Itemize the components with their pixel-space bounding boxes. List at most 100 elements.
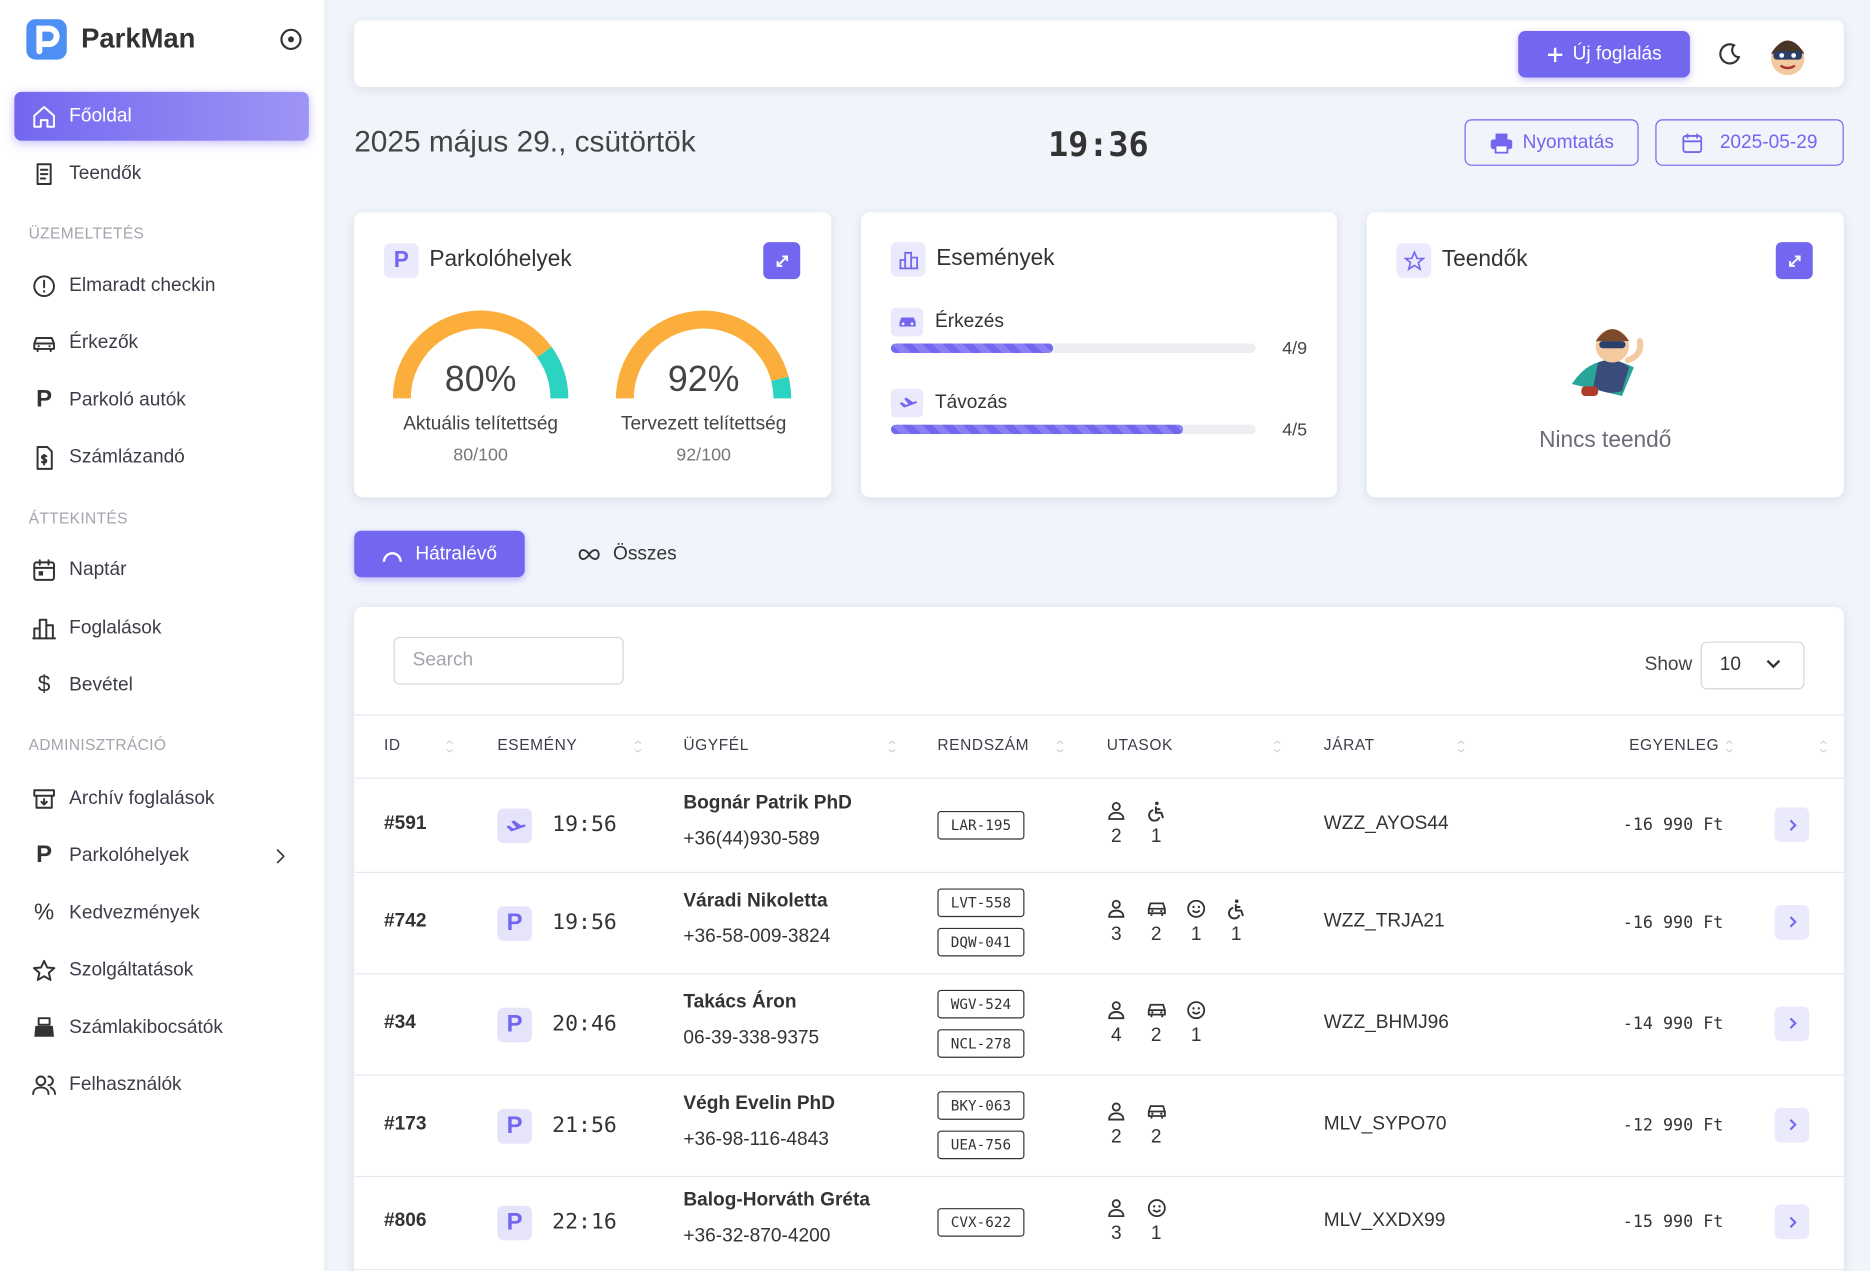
progress-ratio: 4/5: [1282, 419, 1308, 441]
print-button[interactable]: Nyomtatás: [1464, 119, 1639, 166]
booking-id: #591: [384, 813, 427, 834]
icon-part: [1187, 899, 1206, 918]
nav-item[interactable]: % Kedvezmények: [14, 888, 309, 937]
icon-part: [446, 749, 453, 753]
icon-part: [1773, 51, 1803, 60]
row-details-button[interactable]: [1774, 1204, 1810, 1240]
nav-item[interactable]: Számlázandó: [14, 433, 309, 482]
nav-item[interactable]: Naptár: [14, 545, 309, 594]
icon-part: [33, 558, 55, 569]
icon-part: [33, 105, 55, 128]
card-icon: P: [384, 243, 419, 278]
chevron-right: [1789, 1119, 1797, 1131]
expand-button[interactable]: [763, 242, 801, 280]
nav-icon-glyph: P: [36, 841, 53, 869]
flight: WZZ_BHMJ96: [1323, 1011, 1449, 1033]
nav-item[interactable]: Számlakibocsátók: [14, 1003, 309, 1052]
flight: MLV_XXDX99: [1323, 1210, 1446, 1231]
expand-button[interactable]: [1775, 242, 1813, 280]
events-card: Események Érkezés 4/9 Távozás 4/5: [861, 212, 1337, 498]
divider: [354, 714, 1844, 716]
icon-part: [1789, 916, 1797, 928]
icon-part: [33, 336, 55, 352]
chevron-right: [1789, 1216, 1797, 1228]
icon-part: [1789, 1017, 1797, 1029]
search-input[interactable]: Search: [393, 636, 624, 685]
nav-icon-svg: [36, 162, 52, 185]
icon-part: [1791, 53, 1797, 58]
nav-icon-svg: [32, 1074, 57, 1095]
icon-part: [1152, 1205, 1155, 1208]
icon-part: [288, 36, 294, 43]
plate: NCL-278: [937, 1028, 1025, 1058]
icon-part: [35, 1074, 47, 1086]
icon-part: [1147, 1199, 1166, 1218]
new-booking-button[interactable]: Új foglalás: [1518, 31, 1690, 78]
nav-item[interactable]: $ Bevétel: [14, 661, 309, 710]
icon-part: [1159, 1010, 1162, 1013]
nav-label: Főoldal: [69, 105, 132, 126]
icon-part: [446, 740, 453, 744]
row-details-button[interactable]: [1774, 1005, 1810, 1041]
row-details-button[interactable]: [1774, 1107, 1810, 1142]
icon-part: [1457, 749, 1465, 753]
passenger-icon: [1147, 801, 1164, 822]
icon-part: [1157, 1205, 1161, 1208]
nav-item[interactable]: P Parkoló autók: [14, 376, 309, 425]
tab[interactable]: Összes: [561, 531, 721, 578]
row-details-button[interactable]: [1774, 904, 1810, 940]
passenger-count: 1: [1150, 826, 1162, 847]
table-row: #591 19:56 Bognár Patrik PhD +36(44)930-589…: [354, 779, 1844, 873]
sort-arrows: [1820, 740, 1827, 753]
card-icon: [890, 242, 926, 277]
expand-icon: [1788, 254, 1800, 267]
theme-toggle[interactable]: [1717, 41, 1743, 67]
nav-icon: [31, 1014, 57, 1040]
nav-item[interactable]: Teendők: [14, 149, 309, 198]
nav-item-active[interactable]: Főoldal: [14, 91, 309, 141]
nav-item[interactable]: Érkezők: [14, 318, 309, 367]
balance: -12 990 Ft: [1622, 1115, 1724, 1135]
icon-part: [888, 740, 896, 744]
booking-id: #34: [384, 1011, 416, 1033]
icon-part: [1624, 338, 1644, 364]
icon-part: [1789, 819, 1797, 831]
collapse-toggle[interactable]: [279, 27, 303, 51]
plate: UEA-756: [937, 1129, 1025, 1159]
row-details-button[interactable]: [1774, 807, 1810, 842]
balance: -15 990 Ft: [1622, 1212, 1724, 1232]
icon-part: [504, 819, 525, 834]
table-row: #742 P 19:56 Váradi Nikoletta +36-58-009-382…: [354, 872, 1844, 975]
date-heading: 2025 május 29., csütörtök: [354, 125, 696, 159]
nav-label: Teendők: [69, 162, 142, 184]
nav-item[interactable]: Foglalások: [14, 603, 309, 652]
chevron-right: [1789, 1017, 1797, 1029]
passenger-count: 3: [1110, 1223, 1122, 1244]
icon-part: [32, 1074, 57, 1095]
icon-part: [1191, 909, 1201, 913]
icon-part: [1147, 1003, 1166, 1017]
nav-item[interactable]: P Parkolóhelyek: [14, 831, 309, 880]
avatar[interactable]: [1763, 30, 1813, 80]
tab-active[interactable]: Hátralévő: [354, 530, 525, 578]
nav-item[interactable]: Szolgáltatások: [14, 946, 309, 995]
brand: ParkMan: [81, 22, 196, 54]
icon-part: [32, 618, 57, 639]
page-size-select[interactable]: 10: [1700, 641, 1805, 690]
customer-name: Váradi Nikoletta: [683, 890, 828, 911]
nav-label: Felhasználók: [69, 1073, 182, 1095]
nav-item[interactable]: Archív foglalások: [14, 774, 309, 823]
event-icon: P: [497, 1108, 532, 1144]
nav-icon: [31, 785, 57, 811]
passenger-icon: [1187, 899, 1206, 918]
date-picker[interactable]: 2025-05-29: [1655, 119, 1844, 166]
nav-heading: ÜZEMELTETÉS: [28, 224, 145, 243]
nav-item[interactable]: Elmaradt checkin: [14, 261, 309, 310]
icon-part: [898, 397, 917, 411]
passenger-count: 2: [1110, 1126, 1122, 1147]
nav-item[interactable]: Felhasználók: [14, 1060, 309, 1109]
event-time: 21:56: [552, 1112, 617, 1138]
nav-icon-glyph: P: [36, 386, 53, 413]
